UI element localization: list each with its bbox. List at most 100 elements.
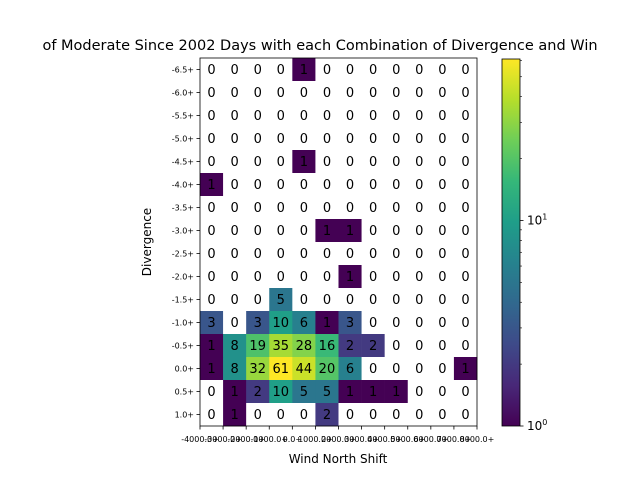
- cell-value-label: 0: [300, 132, 308, 147]
- cell-value-label: 0: [415, 224, 423, 239]
- cell-value-label: 0: [392, 293, 400, 308]
- heatmap-cell: [246, 403, 270, 427]
- y-ticks: -6.5+ -6.0+ -5.5+ -5.0+ -4.5+ -4.0+ -3.5+ -3.0+…: [172, 66, 200, 420]
- heatmap-cell: [246, 334, 270, 358]
- heatmap-cell: [292, 242, 316, 266]
- cell-value-label: 0: [230, 201, 238, 216]
- x-tick-label: 6000.0+: [413, 435, 448, 444]
- cell-value-label: 0: [415, 362, 423, 377]
- heatmap-cell: [292, 173, 316, 197]
- heatmap-cell: [430, 311, 455, 335]
- cell-value-label: 0: [254, 86, 262, 101]
- heatmap-cell: [315, 380, 339, 404]
- heatmap-cell: [430, 288, 455, 312]
- cell-value-label: 3: [346, 316, 354, 331]
- cell-value-label: 0: [461, 178, 469, 193]
- heatmap-cell: [453, 265, 478, 289]
- heatmap-cell: [361, 150, 385, 174]
- heatmap-cell: [223, 127, 247, 151]
- cell-value-label: 0: [277, 224, 285, 239]
- heatmap-cell: [430, 219, 455, 243]
- cell-value-label: 0: [415, 247, 423, 262]
- heatmap-cell: [338, 219, 362, 243]
- heatmap-cell: [292, 58, 316, 82]
- heatmap-cell: [246, 219, 270, 243]
- heatmap-cell: [269, 403, 293, 427]
- heatmap-cell: [223, 265, 247, 289]
- cell-value-label: 8: [230, 339, 238, 354]
- heatmap-cell: [338, 403, 362, 427]
- heatmap-cell: [453, 150, 478, 174]
- heatmap-cell: [223, 403, 247, 427]
- cell-value-label: 0: [323, 86, 331, 101]
- cell-value-label: 0: [346, 408, 354, 423]
- cell-value-label: 0: [392, 224, 400, 239]
- heatmap-cell: [361, 127, 385, 151]
- cell-value-label: 1: [207, 178, 215, 193]
- cell-value-label: 0: [230, 316, 238, 331]
- y-tick-label: -4.0+: [172, 181, 194, 190]
- cell-value-label: 0: [415, 178, 423, 193]
- x-tick-label: 5000.0+: [390, 435, 425, 444]
- heatmap-cell: [453, 288, 478, 312]
- cell-value-label: 0: [438, 293, 446, 308]
- heatmap-cell: [407, 288, 432, 312]
- cell-value-label: 0: [346, 63, 354, 78]
- heatmap-cell: [361, 242, 385, 266]
- heatmap-cell: [315, 173, 339, 197]
- cell-value-label: 1: [300, 155, 308, 170]
- x-tick-label: -2000.0+: [227, 435, 265, 444]
- cell-value-label: 0: [369, 362, 377, 377]
- y-tick-label: -4.5+: [172, 158, 194, 167]
- heatmap-cell: [200, 242, 224, 266]
- cell-value-label: 0: [438, 362, 446, 377]
- x-tick-label: 7000.0+: [437, 435, 472, 444]
- cell-value-label: 0: [369, 270, 377, 285]
- heatmap-cell: [246, 173, 270, 197]
- heatmap-cell: [453, 104, 478, 128]
- cell-value-label: 0: [254, 109, 262, 124]
- y-tick-label: -6.0+: [172, 89, 194, 98]
- heatmap-cell: [407, 265, 432, 289]
- cell-value-label: 0: [369, 201, 377, 216]
- cell-value-label: 1: [230, 408, 238, 423]
- cell-value-label: 0: [230, 270, 238, 285]
- heatmap-cell: [315, 219, 339, 243]
- cell-value-label: 0: [277, 155, 285, 170]
- cell-value-label: 1: [230, 385, 238, 400]
- heatmap-cell: [407, 58, 432, 82]
- heatmap-cell: [292, 196, 316, 220]
- cell-value-label: 0: [392, 270, 400, 285]
- cell-value-label: 0: [300, 270, 308, 285]
- cell-value-label: 1: [369, 385, 377, 400]
- cell-value-label: 0: [230, 109, 238, 124]
- y-tick-label: -6.5+: [172, 66, 194, 75]
- heatmap-cell: [269, 380, 293, 404]
- cell-value-label: 0: [254, 224, 262, 239]
- cell-value-label: 0: [300, 109, 308, 124]
- cell-value-label: 0: [346, 201, 354, 216]
- cell-value-label: 0: [415, 316, 423, 331]
- heatmap-cell: [407, 127, 432, 151]
- heatmap-cell: [292, 288, 316, 312]
- heatmap-cell: [200, 150, 224, 174]
- heatmap-cell: [361, 265, 385, 289]
- cell-value-label: 0: [438, 109, 446, 124]
- cell-value-label: 5: [300, 385, 308, 400]
- cell-value-label: 0: [415, 408, 423, 423]
- cell-value-label: 0: [300, 201, 308, 216]
- cell-value-label: 0: [369, 109, 377, 124]
- heatmap-cell: [384, 127, 409, 151]
- heatmap-cell: [384, 265, 409, 289]
- cell-value-label: 0: [461, 224, 469, 239]
- cell-value-label: 0: [230, 178, 238, 193]
- heatmap-cell: [361, 380, 385, 404]
- heatmap-cell: [453, 173, 478, 197]
- cell-value-label: 0: [461, 293, 469, 308]
- cell-value-label: 0: [230, 155, 238, 170]
- cell-value-label: 0: [323, 178, 331, 193]
- cell-value-label: 0: [415, 385, 423, 400]
- heatmap-cell: [407, 104, 432, 128]
- heatmap-cell: [223, 81, 247, 105]
- heatmap-cell: [453, 58, 478, 82]
